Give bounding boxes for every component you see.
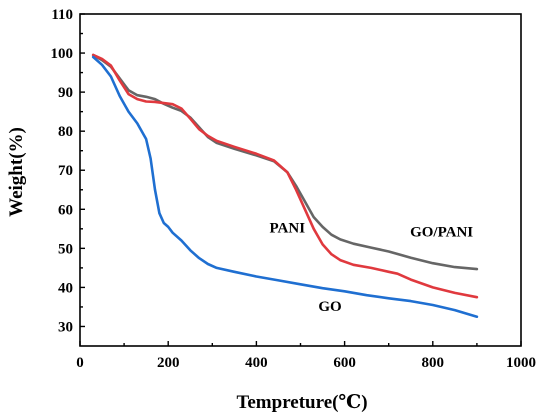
plot-border [79, 13, 522, 347]
y-tick-label: 50 [58, 241, 73, 257]
y-tick-label: 70 [58, 163, 73, 179]
y-tick-label: 40 [58, 280, 73, 296]
y-tick-label: 80 [58, 124, 73, 140]
y-tick-label: 110 [51, 7, 73, 23]
y-axis-title: Weight(%) [6, 127, 27, 217]
series-label-go: GO [318, 299, 341, 315]
y-tick-label: 90 [58, 85, 73, 101]
y-tick-label: 30 [58, 319, 73, 335]
x-tick-label: 200 [157, 355, 180, 371]
series-line-go-pani [91, 53, 479, 271]
series-lines [91, 53, 479, 318]
x-tick-label: 400 [245, 355, 268, 371]
x-tick-label: 600 [333, 355, 356, 371]
axis-ticks: 0 200 400 600 800 1000 30 40 50 60 70 80 90 100 110 [51, 7, 537, 371]
x-tick-label: 800 [422, 355, 445, 371]
x-axis-title: Tempreture(℃) [236, 392, 367, 413]
series-label-go-pani: GO/PANI [410, 225, 473, 241]
plot-frame [79, 13, 522, 347]
y-tick-label: 60 [58, 202, 73, 218]
series-line-go [91, 55, 479, 318]
x-tick-label: 1000 [506, 355, 536, 371]
series-line-pani [91, 53, 479, 299]
y-tick-label: 100 [51, 46, 74, 62]
x-tick-label: 0 [76, 355, 84, 371]
series-annotations: PANI GO/PANI GO [269, 221, 473, 315]
series-label-pani: PANI [269, 221, 305, 237]
